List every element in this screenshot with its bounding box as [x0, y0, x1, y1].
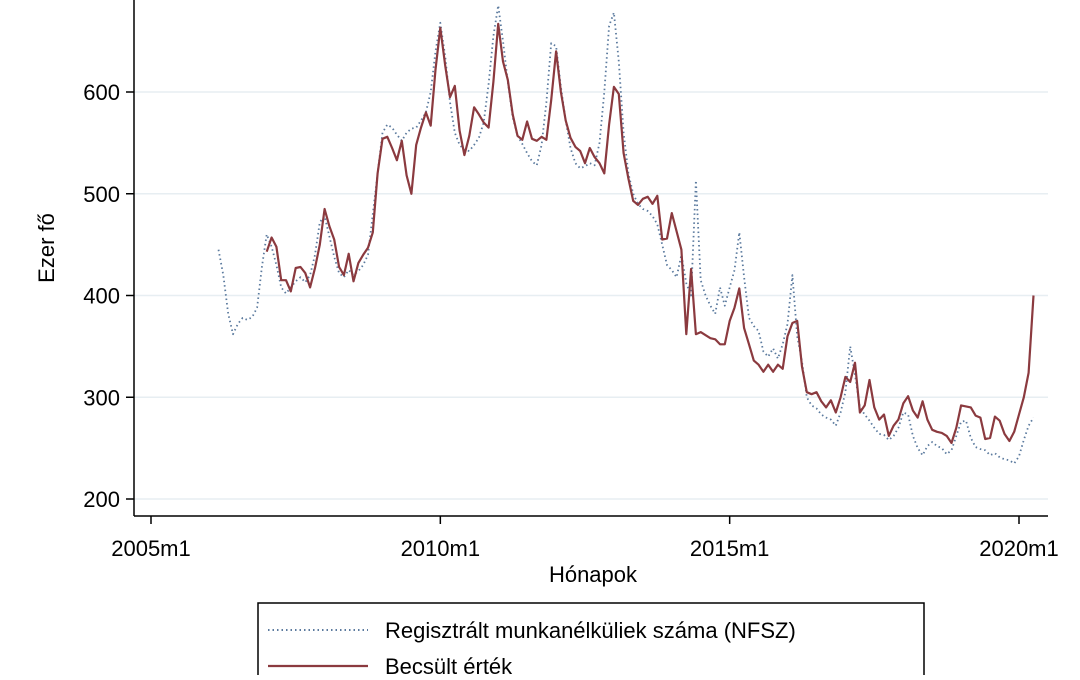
y-tick-label: 200	[83, 487, 120, 512]
x-axis-title: Hónapok	[549, 562, 638, 587]
y-tick-label: 500	[83, 182, 120, 207]
y-tick-label: 400	[83, 284, 120, 309]
legend-box	[257, 602, 925, 680]
y-axis-title: Ezer fő	[34, 213, 59, 283]
x-tick-label: 2010m1	[401, 536, 481, 561]
series-line-becsult	[265, 22, 1035, 445]
axes: 200 300 400 500 600 700 2005m1 2010m1 2015m1 2020…	[83, 0, 1059, 561]
x-tick-label: 2020m1	[979, 536, 1059, 561]
x-tick-label: 2015m1	[690, 536, 770, 561]
y-tick-label: 600	[83, 80, 120, 105]
x-tick-label: 2005m1	[111, 536, 191, 561]
legend: Regisztrált munkanélküliek száma (NFSZ) …	[257, 602, 925, 680]
legend-label-becsult: Becsült érték	[385, 654, 513, 675]
series-lines	[217, 4, 1035, 465]
legend-label-nfsz: Regisztrált munkanélküliek száma (NFSZ)	[385, 618, 796, 643]
gridlines	[134, 91, 1048, 500]
y-tick-label: 700	[83, 0, 120, 3]
y-tick-label: 300	[83, 385, 120, 410]
